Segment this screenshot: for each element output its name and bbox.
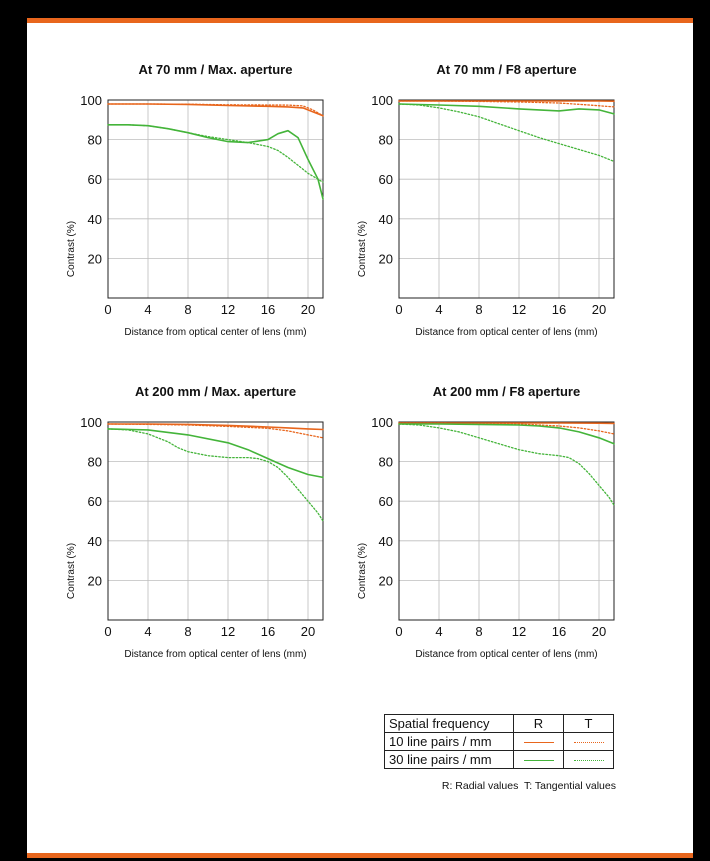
legend-row-10lp: 10 line pairs / mm — [384, 732, 614, 751]
series-30lp-tangential — [398, 103, 615, 163]
mtf-chart-1: At 70 mm / Max. aperture 20 40 60 80 100 0 4 8 12… — [66, 62, 324, 338]
x-tick-label: 12 — [512, 624, 526, 639]
series-10lp-tangential — [107, 423, 324, 439]
legend-note: R: Radial values T: Tangential values — [441, 780, 616, 792]
legend-header-r: R — [513, 714, 564, 733]
y-tick-label: 80 — [88, 455, 102, 470]
y-axis-label: Contrast (%) — [66, 543, 77, 599]
y-tick-label: 40 — [379, 212, 393, 227]
x-tick-label: 16 — [552, 302, 566, 317]
series-30lp-tangential — [107, 124, 324, 183]
y-tick-label: 100 — [371, 415, 393, 430]
y-tick-label: 60 — [88, 172, 102, 187]
x-tick-label: 20 — [592, 302, 606, 317]
x-tick-label: 16 — [552, 624, 566, 639]
x-axis-label: Distance from optical center of lens (mm… — [124, 327, 306, 338]
y-tick-label: 80 — [379, 133, 393, 148]
series-30lp-tangential — [107, 428, 324, 522]
x-tick-label: 12 — [221, 624, 235, 639]
x-tick-label: 16 — [261, 624, 275, 639]
legend-header-freq: Spatial frequency — [384, 714, 514, 733]
x-tick-label: 4 — [435, 302, 442, 317]
x-axis-label: Distance from optical center of lens (mm… — [124, 649, 306, 660]
series-10lp-tangential — [107, 103, 324, 117]
plot-frame — [107, 421, 324, 621]
y-axis-label: Contrast (%) — [357, 543, 368, 599]
legend-table: Spatial frequency R T 10 line pairs / mm… — [384, 714, 614, 769]
y-axis-label: Contrast (%) — [66, 221, 77, 277]
plot-frame — [107, 99, 324, 299]
y-tick-label: 20 — [379, 573, 393, 588]
series-10lp-tangential — [398, 422, 615, 435]
y-tick-label: 100 — [80, 93, 102, 108]
legend-swatch-10lp-tangential — [573, 742, 604, 744]
chart-title: At 200 mm / F8 aperture — [433, 384, 580, 399]
series-30lp-radial — [107, 124, 324, 200]
accent-bar-top — [27, 18, 693, 23]
y-tick-label: 100 — [371, 93, 393, 108]
mtf-chart-4: At 200 mm / F8 aperture 20 40 60 80 100 0 4 8 12 1… — [357, 384, 615, 660]
x-tick-label: 20 — [592, 624, 606, 639]
y-tick-label: 40 — [379, 534, 393, 549]
y-tick-label: 60 — [379, 172, 393, 187]
chart-title: At 70 mm / F8 aperture — [436, 62, 576, 77]
legend-header-row: Spatial frequency R T — [384, 714, 614, 733]
series-30lp-radial — [107, 428, 324, 479]
x-tick-label: 0 — [395, 302, 402, 317]
legend-swatch-10lp-radial — [523, 742, 554, 744]
y-tick-label: 20 — [88, 573, 102, 588]
mtf-chart-2: At 70 mm / F8 aperture 20 40 60 80 100 0 4 8 12 16… — [357, 62, 615, 338]
y-tick-label: 80 — [379, 455, 393, 470]
x-tick-label: 12 — [512, 302, 526, 317]
series-30lp-radial — [398, 423, 615, 445]
x-tick-label: 0 — [104, 302, 111, 317]
series-10lp-tangential — [398, 100, 615, 108]
y-tick-label: 60 — [88, 494, 102, 509]
y-tick-label: 80 — [88, 133, 102, 148]
x-tick-label: 8 — [475, 302, 482, 317]
legend-swatch-30lp-tangential — [573, 760, 604, 762]
x-tick-label: 20 — [301, 302, 315, 317]
y-tick-label: 40 — [88, 534, 102, 549]
x-tick-label: 4 — [435, 624, 442, 639]
legend-label-30lp: 30 line pairs / mm — [384, 750, 514, 769]
y-tick-label: 20 — [88, 251, 102, 266]
x-tick-label: 4 — [144, 624, 151, 639]
plot-frame — [398, 421, 615, 621]
y-tick-label: 20 — [379, 251, 393, 266]
y-tick-label: 60 — [379, 494, 393, 509]
y-axis-label: Contrast (%) — [357, 221, 368, 277]
y-tick-label: 100 — [80, 415, 102, 430]
series-30lp-radial — [398, 103, 615, 115]
accent-bar-bottom — [27, 853, 693, 858]
legend-swatch-30lp-radial — [523, 760, 554, 762]
series-30lp-tangential — [398, 423, 615, 506]
x-tick-label: 20 — [301, 624, 315, 639]
chart-title: At 70 mm / Max. aperture — [139, 62, 293, 77]
plot-frame — [398, 99, 615, 299]
legend-label-10lp: 10 line pairs / mm — [384, 732, 514, 751]
x-tick-label: 8 — [475, 624, 482, 639]
x-tick-label: 8 — [184, 302, 191, 317]
x-tick-label: 8 — [184, 624, 191, 639]
x-tick-label: 4 — [144, 302, 151, 317]
mtf-chart-3: At 200 mm / Max. aperture 20 40 60 80 100 0 4 8 1… — [66, 384, 324, 660]
y-tick-label: 40 — [88, 212, 102, 227]
x-tick-label: 0 — [395, 624, 402, 639]
legend-row-30lp: 30 line pairs / mm — [384, 750, 614, 769]
x-tick-label: 0 — [104, 624, 111, 639]
legend-header-t: T — [563, 714, 614, 733]
x-axis-label: Distance from optical center of lens (mm… — [415, 649, 597, 660]
x-tick-label: 16 — [261, 302, 275, 317]
chart-title: At 200 mm / Max. aperture — [135, 384, 296, 399]
x-axis-label: Distance from optical center of lens (mm… — [415, 327, 597, 338]
x-tick-label: 12 — [221, 302, 235, 317]
